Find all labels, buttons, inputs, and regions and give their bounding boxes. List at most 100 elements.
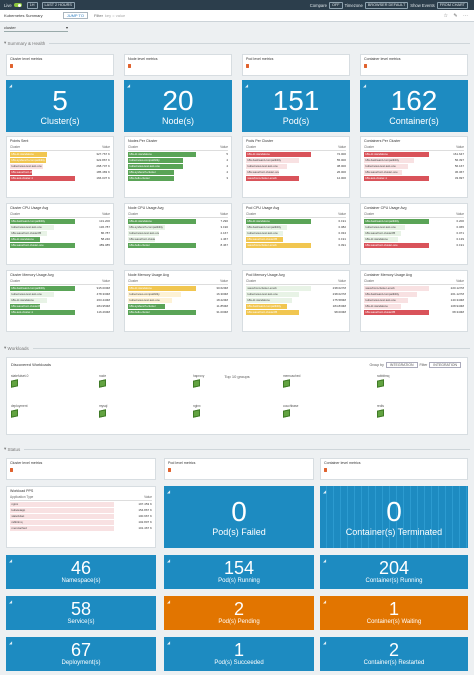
table-row[interactable]: k8s-backward-compatibility 0.082 (246, 224, 346, 230)
table-row[interactable]: kubernetes-test-test-one 0.034 (246, 230, 346, 236)
table-row[interactable]: wavefront-cluster-emob 0.091 (246, 242, 346, 248)
table-row[interactable]: k8s-wavefront-cluster#5 98.000M (246, 309, 346, 315)
table-row[interactable]: k8s-dr-standalone 0.191 (246, 219, 346, 224)
table-row[interactable]: k8s-backward-compatibility 0.200 (364, 219, 464, 224)
table-row[interactable]: kubernetes-test-test-one 56.167 (364, 163, 464, 169)
table-row[interactable]: k8s-sysbench-compatibility 322.867 K (10, 157, 110, 163)
table-row[interactable]: k8s-backward-compatibility 55.000 (246, 157, 346, 163)
timezone-button[interactable]: BROWSER DEFAULT (364, 1, 409, 9)
status-stat-tile[interactable]: ◢ 1 Pod(s) Succeeded (164, 637, 314, 671)
table-row[interactable]: k8s-wavefront-cluster#5 1.467 (128, 236, 228, 242)
table-row[interactable]: k8s-hello-cluster 3 (128, 175, 228, 181)
table-row[interactable]: kubernetes-test-test-one 238.027M (246, 291, 346, 297)
table-row[interactable]: k8s-dr-standalone 263.440M (10, 297, 110, 303)
stat-tile[interactable]: ◢ 20 Node(s) (124, 80, 232, 132)
table-row[interactable]: nginx 197.453 K (10, 502, 152, 507)
table-row[interactable]: k8s-backward-compatibility 184.830M (246, 303, 346, 309)
workload-node[interactable]: deployment (11, 404, 27, 418)
table-row[interactable]: k8s-backward-compatibility 56.397 (364, 157, 464, 163)
table-row[interactable]: k8s-dr-standalone 108.940M (364, 303, 464, 309)
table-row[interactable]: k8s-dr-standalone 72.000 (246, 152, 346, 157)
table-row[interactable]: kubernetes-compatibility 4 (128, 157, 228, 163)
status-stat-tile[interactable]: ◢ 154 Pod(s) Running (164, 555, 314, 589)
table-row[interactable]: k8s-dr-standalone 7.290 (128, 219, 228, 224)
workload-node[interactable]: redis (377, 404, 384, 418)
table-row[interactable]: k8s-sysbench-cluster 4 (128, 169, 228, 175)
status-stat-tile[interactable]: ◢ 0 Container(s) Terminated (320, 486, 468, 548)
table-row[interactable]: kubernetes-test-test-one 4 (128, 163, 228, 169)
workload-node[interactable]: node (99, 374, 106, 388)
table-row[interactable]: kubeletapp 154.867 K (10, 507, 152, 513)
status-stat-tile[interactable]: ◢ 58 Service(s) (6, 596, 156, 630)
table-row[interactable]: k8s-wavefront-cluster-one 26.000 (246, 169, 346, 175)
table-row[interactable]: k8s-wavefront-cluster-one 0.191 (364, 242, 464, 248)
section-summary[interactable]: ▾ Summary & Health (4, 40, 470, 46)
status-stat-tile[interactable]: ◢ 1 Container(s) Waiting (320, 596, 468, 630)
table-row[interactable]: k8s-dr-standalone 5 (128, 152, 228, 157)
workload-node[interactable]: mysql (99, 404, 107, 418)
workload-node[interactable]: couchbase (283, 404, 298, 418)
table-row[interactable]: k8s-test-cluster-1 33.997 (364, 175, 464, 181)
table-row[interactable]: rabbitmq 102.807 K (10, 519, 152, 525)
table-row[interactable]: k8s-dr-standalone 175.580M (246, 297, 346, 303)
filter-input[interactable]: key = value (104, 13, 126, 18)
workload-node[interactable]: rabbitmq (377, 374, 389, 388)
table-row[interactable]: k8s-dr-standalone 161.647 (364, 152, 464, 157)
table-row[interactable]: k8s-wavefront-cluster#5 0.191 (246, 236, 346, 242)
table-row[interactable]: kubernetes-test-test-one 136.787 (10, 224, 110, 230)
table-row[interactable]: k8s-hello-cluster 31.000M (128, 309, 228, 315)
table-row[interactable]: kubernetes-test-test-one 0.065 (364, 224, 464, 230)
table-row[interactable]: kubernetes-test-test-one 18.220M (128, 297, 228, 303)
stat-tile[interactable]: ◢ 162 Container(s) (360, 80, 468, 132)
table-row[interactable]: k8s-test-cluster-1 116.290M (10, 309, 110, 315)
workload-node[interactable]: haproxy (193, 374, 204, 388)
status-stat-tile[interactable]: ◢ 67 Deployment(s) (6, 637, 156, 671)
section-workloads[interactable]: ▾ Workloads (4, 345, 470, 351)
table-row[interactable]: k8s-dr-standalone 0.139 (364, 236, 464, 242)
table-row[interactable]: wavefront-cluster-emob 220.127M (364, 286, 464, 291)
table-row[interactable]: k8s-dr-standalone 327.767 K (10, 152, 110, 157)
dashboard-icons[interactable]: ☆ ✎ ⋯ (443, 12, 470, 19)
table-row[interactable]: memcached 101.467 K (10, 525, 152, 531)
table-row[interactable]: k8s-backward-compatibility 131.200 (10, 219, 110, 224)
table-row[interactable]: kubernetes-compatibility 16.300M (128, 291, 228, 297)
show-events-button[interactable]: FROM CHART (436, 1, 468, 9)
section-status[interactable]: ▾ Status (4, 446, 470, 452)
table-row[interactable]: k8s-sysbench-compatibility 3.190 (128, 224, 228, 230)
table-row[interactable]: wavefront-cluster-emob 12.000 (246, 175, 346, 181)
table-row[interactable]: k8s-dr-standalone 30.620M (128, 286, 228, 291)
status-stat-tile[interactable]: ◢ 0 Pod(s) Failed (164, 486, 314, 548)
status-stat-tile[interactable]: ◢ 46 Namespace(s) (6, 555, 156, 589)
stat-tile[interactable]: ◢ 151 Pod(s) (242, 80, 350, 132)
table-row[interactable]: k8s-backward-compatibility 201.127M (364, 291, 464, 297)
table-row[interactable]: k8s-wavefront-cluster-one 489.085 (10, 242, 110, 248)
table-row[interactable]: wavefront-cluster-emob 238.027M (246, 286, 346, 291)
workload-node[interactable]: nginx (193, 404, 201, 418)
table-row[interactable]: k8s-backward-compatibility 915.000M (10, 286, 110, 291)
table-row[interactable]: kubernetes-test-test-one 38.000 (246, 163, 346, 169)
time-range-button[interactable]: LAST 2 HOURS (41, 1, 75, 9)
table-row[interactable]: kubernetes-test-test-one 478.330M (10, 291, 110, 297)
table-row[interactable]: statefulset 100.967 K (10, 513, 152, 519)
table-row[interactable]: k8s-wavefront-cluster#5 86.787 (10, 230, 110, 236)
compare-button[interactable]: OFF (328, 1, 343, 9)
table-row[interactable]: k8s-hello-cluster 8.467 (128, 242, 228, 248)
group-by-select[interactable]: INTEGRATION (385, 362, 418, 368)
table-row[interactable]: k8s-test-cluster-1 166.037 K (10, 175, 110, 181)
status-stat-tile[interactable]: ◢ 2 Container(s) Restarted (320, 637, 468, 671)
workload-filter-select[interactable]: INTEGRATION (429, 362, 461, 368)
table-row[interactable]: k8s-wavefront-cluster#5 68.340M (364, 309, 464, 315)
table-row[interactable]: k8s-wavefront-cluster 185.483 K (10, 169, 110, 175)
table-row[interactable]: kubernetes-test-test-one 140.340M (364, 297, 464, 303)
workload-node[interactable]: statefulset-0 (11, 374, 28, 388)
status-stat-tile[interactable]: ◢ 204 Container(s) Running (320, 555, 468, 589)
table-row[interactable]: k8s-wavefront-cluster#5 284.950M (10, 303, 110, 309)
workload-node[interactable]: memcached (283, 374, 300, 388)
cluster-variable[interactable]: cluster ▾ (4, 24, 68, 32)
table-row[interactable]: k8s-wavefront-cluster#5 0.071 (364, 230, 464, 236)
live-toggle[interactable] (13, 3, 22, 7)
table-row[interactable]: kubernetes-test-test-one 2.167 (128, 230, 228, 236)
table-row[interactable]: kubernetes-test-test-one 268.707 K (10, 163, 110, 169)
status-stat-tile[interactable]: ◢ 2 Pod(s) Pending (164, 596, 314, 630)
stat-tile[interactable]: ◢ 5 Cluster(s) (6, 80, 114, 132)
